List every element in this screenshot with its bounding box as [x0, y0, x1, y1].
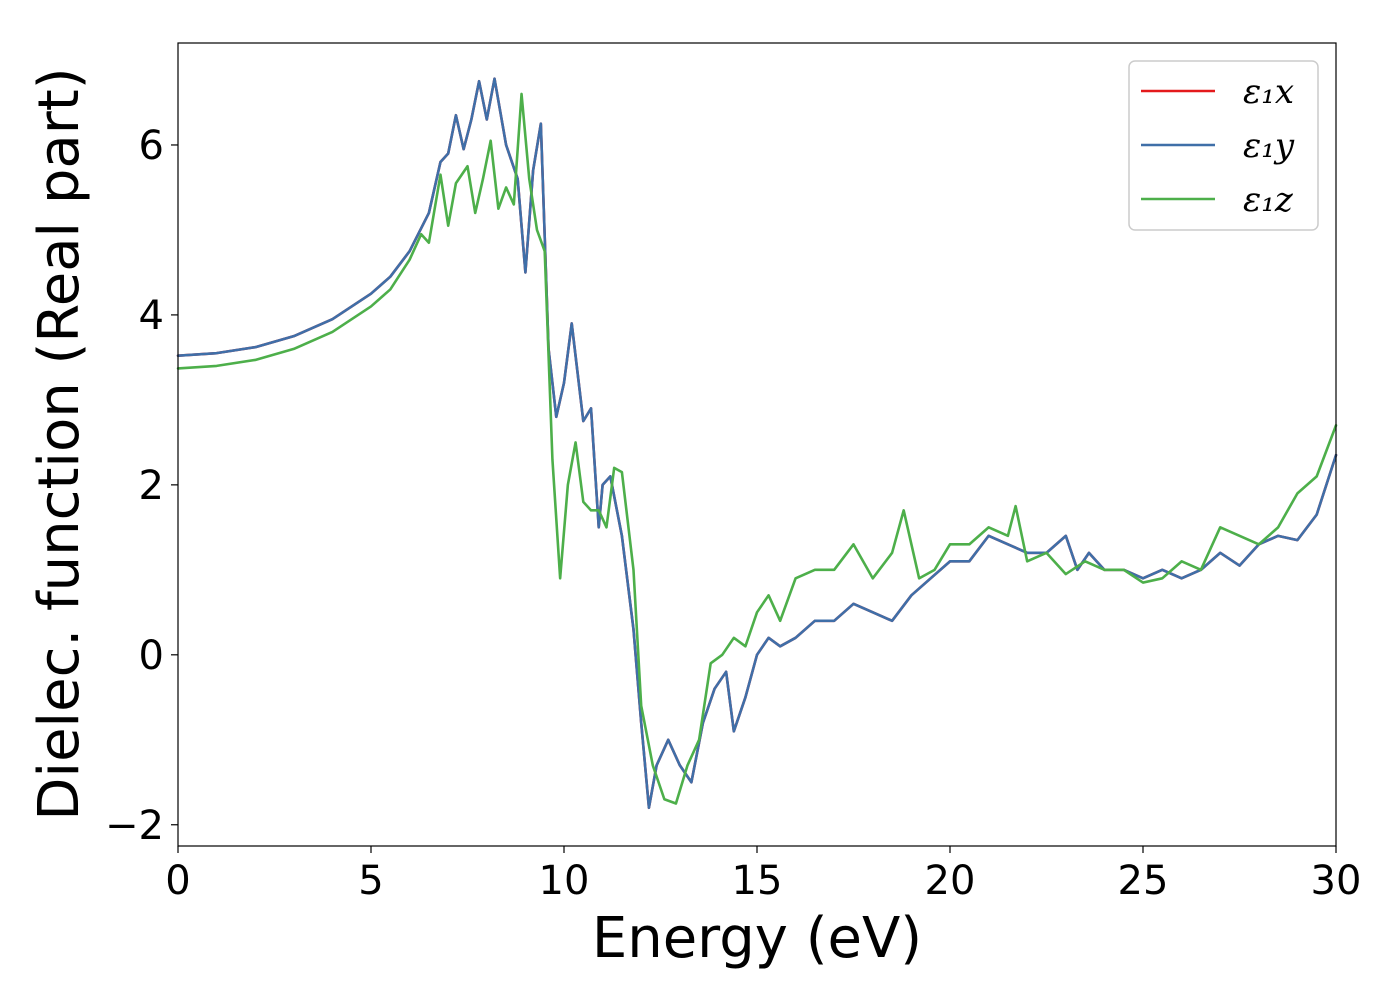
legend: ε₁x ε₁y ε₁z [1128, 60, 1319, 231]
x-tick-label: 0 [165, 858, 190, 904]
legend-label-1: ε₁x [1243, 72, 1294, 112]
y-axis-label: Dielec. function (Real part) [27, 67, 92, 820]
x-tick-label: 15 [732, 858, 783, 904]
x-tick-label: 10 [539, 858, 590, 904]
legend-label-2: ε₁y [1243, 126, 1295, 166]
series-line-3 [176, 92, 1338, 805]
x-tick-label: 25 [1118, 858, 1169, 904]
y-tick-label: 6 [139, 123, 164, 169]
series-line-2 [176, 77, 1338, 810]
x-axis-ticks: 0 5 10 15 20 25 30 [165, 846, 1361, 904]
y-axis-ticks: −2 0 2 4 6 [105, 123, 178, 849]
x-tick-label: 5 [358, 858, 383, 904]
y-tick-label: 2 [139, 463, 164, 509]
legend-box [1128, 60, 1319, 231]
x-tick-label: 30 [1311, 858, 1362, 904]
series-layer [176, 77, 1338, 810]
y-tick-label: −2 [105, 803, 164, 849]
x-tick-label: 20 [925, 858, 976, 904]
legend-entries: ε₁x ε₁y ε₁z [1141, 72, 1295, 220]
y-tick-label: 4 [139, 293, 164, 339]
x-axis-label: Energy (eV) [592, 906, 922, 971]
legend-label-3: ε₁z [1243, 180, 1294, 220]
y-tick-label: 0 [139, 633, 164, 679]
